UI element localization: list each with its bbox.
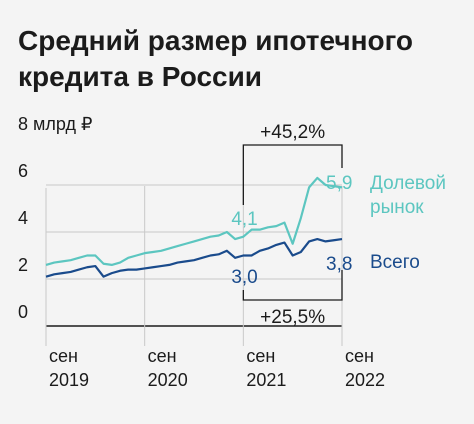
equity-growth-bracket	[242, 144, 343, 205]
equity-end-value-label: 5,9	[326, 173, 352, 194]
series-line-total	[45, 237, 343, 278]
total-growth-label: +25,5%	[260, 307, 325, 328]
series-line-equity	[45, 176, 343, 266]
legend-total: Всего	[370, 252, 420, 273]
x-tick-label-year: 2022	[345, 370, 385, 390]
x-tick-label-month: сен	[49, 346, 78, 366]
total-start-value-label: 3,0	[231, 267, 257, 288]
total-growth-bracket	[242, 270, 343, 301]
chart-title-line-2: кредита в России	[18, 61, 262, 92]
x-tick-label-year: 2021	[246, 370, 286, 390]
y-tick-label: 8 млрд ₽	[18, 114, 92, 134]
total-end-value-label: 3,8	[326, 254, 352, 275]
x-tick-label-month: сен	[246, 346, 275, 366]
y-tick-label: 0	[18, 302, 28, 322]
equity-start-value-label: 4,1	[231, 209, 257, 230]
x-tick-label-year: 2020	[148, 370, 188, 390]
legend-equity-line-1: Долевой	[370, 173, 446, 194]
chart-title-line-1: Средний размер ипотечного	[18, 25, 413, 56]
y-tick-label: 4	[18, 208, 28, 228]
x-tick-label-year: 2019	[49, 370, 89, 390]
x-tick-label-month: сен	[345, 346, 374, 366]
y-tick-label: 2	[18, 255, 28, 275]
y-tick-label: 6	[18, 161, 28, 181]
equity-growth-label: +45,2%	[260, 122, 325, 143]
legend-equity-line-2: рынок	[370, 197, 424, 218]
x-tick-label-month: сен	[148, 346, 177, 366]
